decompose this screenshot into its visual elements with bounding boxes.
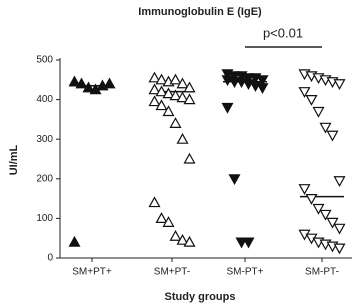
data-point: [298, 184, 311, 195]
data-point: [82, 81, 95, 93]
data-point: [256, 83, 269, 94]
data-point: [333, 223, 346, 235]
data-point: [305, 95, 318, 106]
data-point: [242, 237, 255, 249]
data-point: [169, 73, 182, 85]
data-point: [183, 93, 196, 105]
data-point: [148, 95, 161, 107]
data-point: [183, 152, 196, 164]
data-point: [298, 87, 311, 98]
data-point: [155, 212, 168, 223]
data-point: [221, 102, 234, 114]
y-axis-label: UI/mL: [8, 144, 20, 175]
x-tick-label: SM+PT+: [72, 267, 112, 278]
data-point: [169, 117, 182, 128]
data-point: [68, 235, 81, 247]
x-tick-label: SM-PT+: [227, 267, 264, 278]
data-point: [162, 87, 175, 99]
data-point: [312, 106, 325, 118]
data-point: [319, 209, 332, 221]
x-axis-label: Study groups: [165, 291, 236, 303]
data-point: [235, 237, 248, 249]
y-tick-label: 100: [36, 213, 53, 224]
y-tick-label: 400: [36, 94, 53, 105]
data-point: [326, 130, 339, 142]
y-tick-label: 0: [47, 253, 53, 264]
data-point: [333, 243, 346, 255]
data-point: [305, 194, 318, 205]
data-point: [162, 216, 175, 227]
data-point: [148, 83, 161, 95]
data-point: [256, 75, 269, 87]
x-tick-label: SM-PT-: [305, 267, 339, 278]
data-point: [103, 77, 116, 89]
data-point: [75, 77, 88, 89]
y-tick-label: 300: [36, 134, 53, 145]
x-tick-label: SM+PT-: [154, 267, 190, 278]
y-tick-label: 200: [36, 173, 53, 184]
y-tick-label: 500: [36, 55, 53, 66]
data-point: [169, 229, 182, 241]
data-point: [176, 77, 189, 89]
data-point: [326, 217, 339, 229]
data-point: [176, 132, 189, 144]
data-point: [155, 85, 168, 97]
data-point: [228, 77, 241, 89]
data-point: [176, 91, 189, 103]
data-point: [176, 233, 189, 245]
data-point: [312, 203, 325, 215]
data-point: [333, 79, 346, 90]
data-point: [68, 75, 81, 87]
data-point: [183, 235, 196, 247]
annotation: p<0.01: [263, 25, 303, 40]
data-point: [148, 196, 161, 208]
data-point: [155, 99, 168, 111]
data-point: [148, 71, 161, 83]
data-point: [319, 122, 332, 134]
data-point: [169, 89, 182, 101]
data-point: [183, 81, 196, 93]
chart-title: Immunoglobulin E (IgE): [138, 6, 262, 18]
data-point: [162, 105, 175, 117]
data-point: [333, 176, 346, 188]
data-point: [155, 73, 168, 85]
data-point: [228, 174, 241, 186]
